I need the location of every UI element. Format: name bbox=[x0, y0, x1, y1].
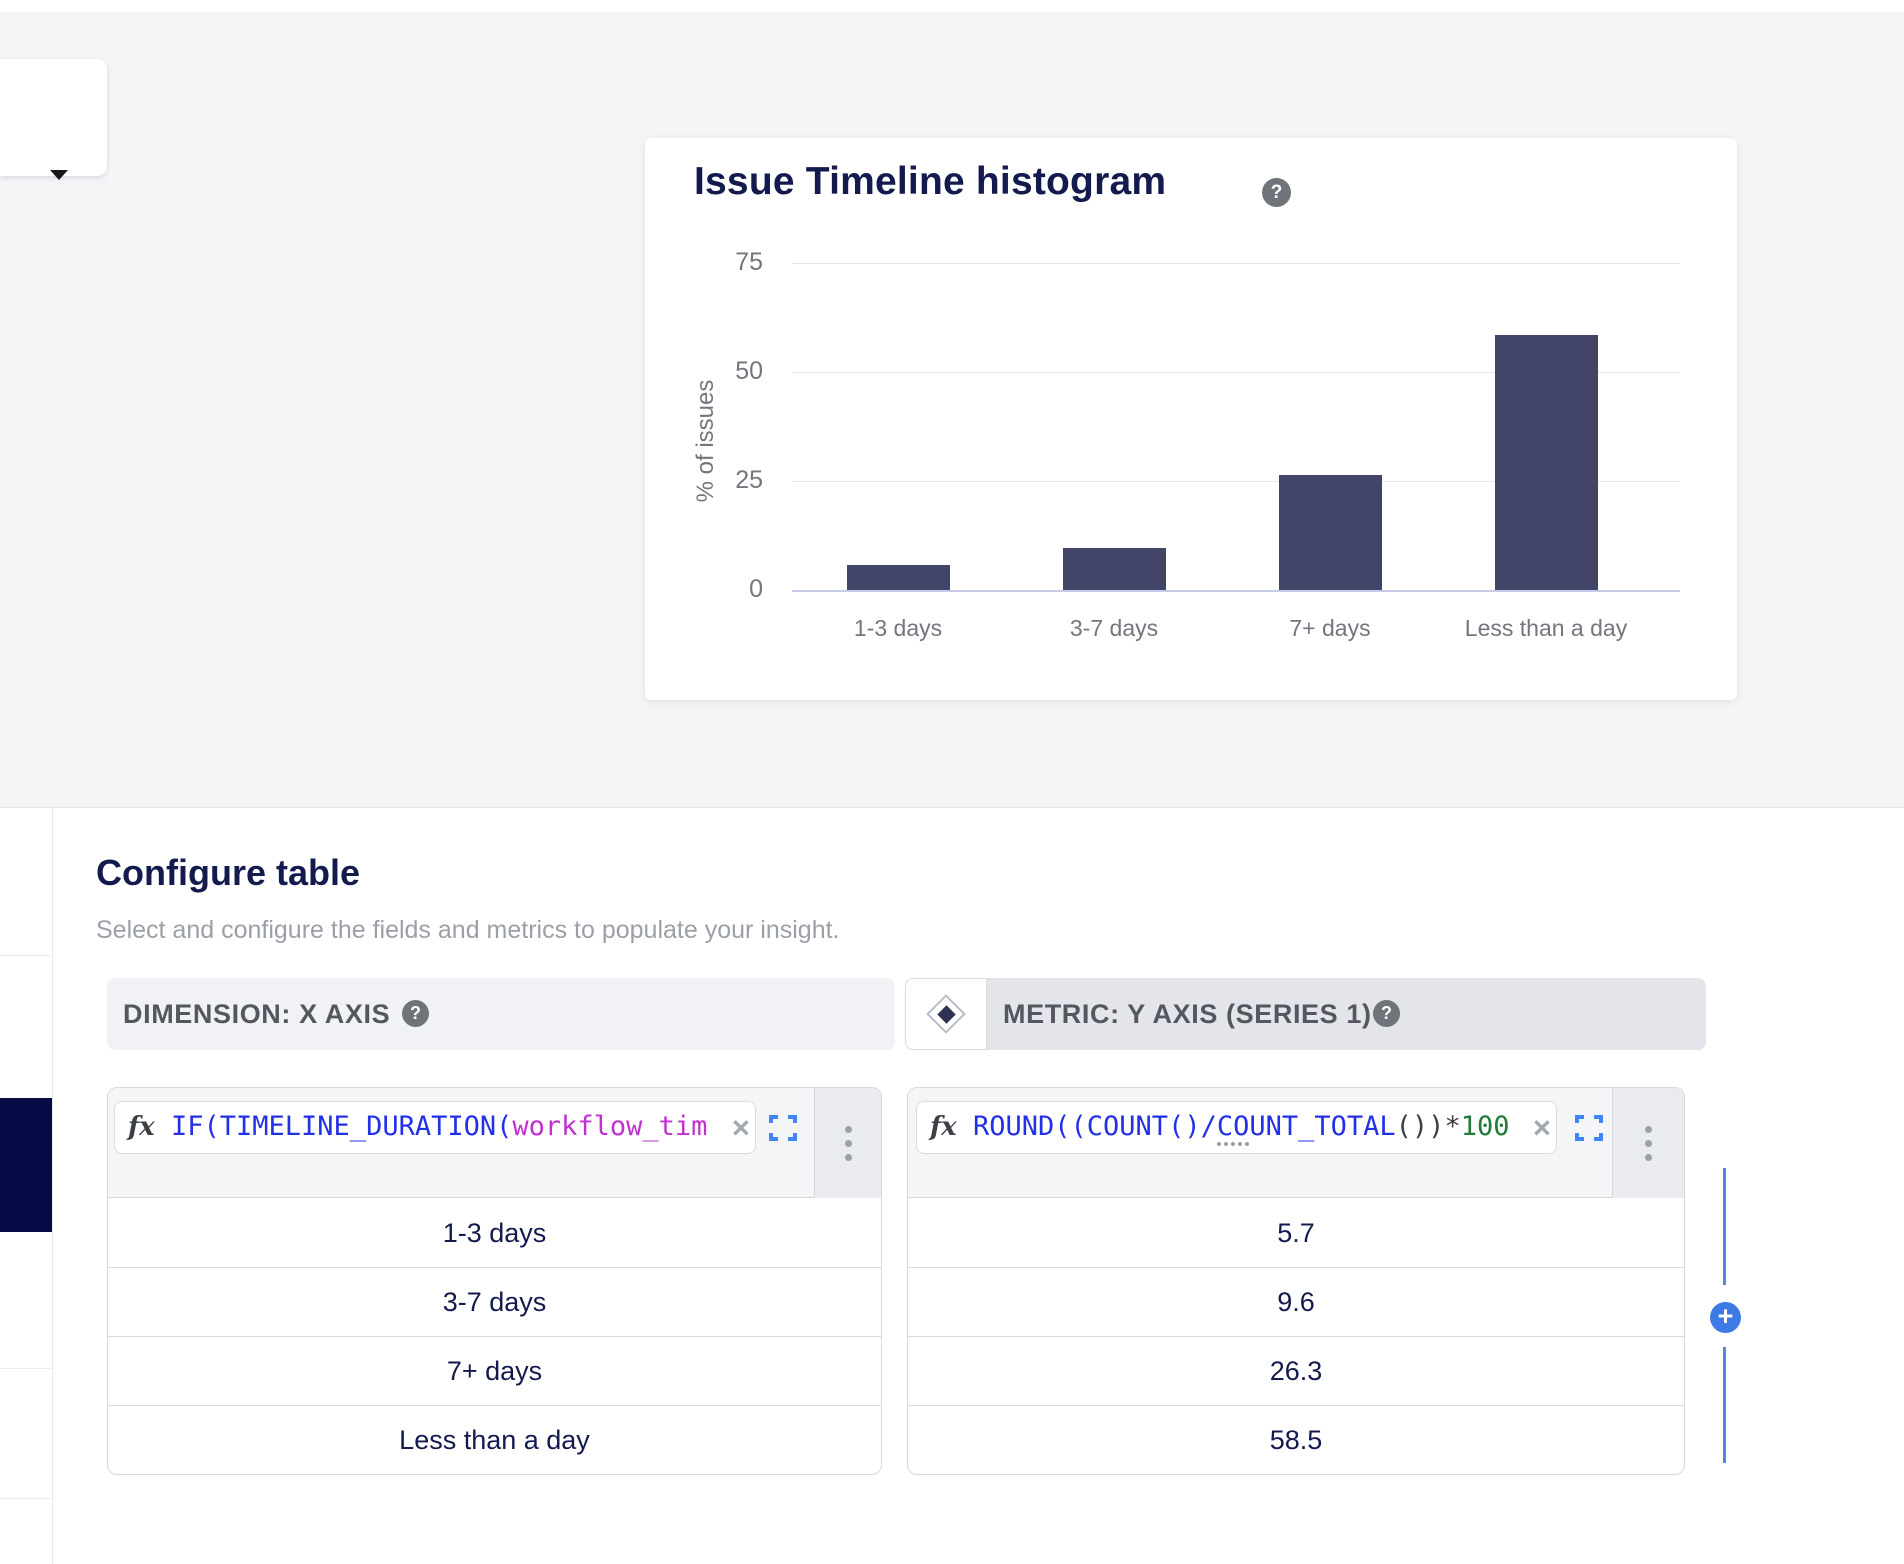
gutter-row-divider bbox=[0, 1498, 52, 1499]
chart-card: Issue Timeline histogram ? % of issues 0… bbox=[645, 138, 1737, 700]
formula-token: * bbox=[1444, 1111, 1461, 1142]
dimension-formula-zone: fx IF(TIMELINE_DURATION(workflow_tim × bbox=[108, 1088, 881, 1198]
dimension-menu-button[interactable] bbox=[814, 1088, 881, 1198]
metric-column: fx ROUND((COUNT()/COUNT_TOTAL())*100 × 5… bbox=[907, 1087, 1685, 1475]
dimension-header-label: DIMENSION: X AXIS bbox=[123, 999, 391, 1029]
table-row: 5.7 bbox=[908, 1199, 1684, 1268]
gridline bbox=[792, 263, 1680, 264]
collapsed-panel-toggle[interactable] bbox=[0, 59, 107, 180]
kebab-menu-icon bbox=[844, 1140, 852, 1147]
table-row: 1-3 days bbox=[108, 1199, 881, 1268]
kebab-menu-icon bbox=[1645, 1154, 1652, 1161]
metric-formula-zone: fx ROUND((COUNT()/COUNT_TOTAL())*100 × bbox=[908, 1088, 1684, 1198]
page-title: Configure table bbox=[96, 852, 361, 893]
dimension-column: fx IF(TIMELINE_DURATION(workflow_tim × 1… bbox=[107, 1087, 882, 1475]
sidebar-active-item[interactable] bbox=[0, 1098, 52, 1232]
dimension-rows: 1-3 days 3-7 days 7+ days Less than a day bbox=[108, 1199, 881, 1474]
table-row: 26.3 bbox=[908, 1337, 1684, 1406]
help-icon[interactable]: ? bbox=[1373, 1000, 1400, 1027]
expand-formula-icon[interactable] bbox=[1575, 1114, 1603, 1142]
metric-rows: 5.7 9.6 26.3 58.5 bbox=[908, 1199, 1684, 1474]
page-subtitle: Select and configure the fields and metr… bbox=[96, 916, 840, 944]
chevron-down-icon[interactable] bbox=[50, 170, 68, 180]
section-divider bbox=[0, 807, 1904, 808]
x-tick-label: 7+ days bbox=[1289, 615, 1371, 641]
bar bbox=[1062, 548, 1166, 590]
y-tick-label: 75 bbox=[735, 248, 763, 276]
dimension-header: DIMENSION: X AXIS ? bbox=[107, 978, 895, 1050]
bar bbox=[1494, 335, 1598, 590]
dimension-formula-text: IF(TIMELINE_DURATION(workflow_tim bbox=[171, 1111, 707, 1142]
table-row: 9.6 bbox=[908, 1268, 1684, 1337]
bar bbox=[1278, 475, 1382, 590]
metric-header-label: METRIC: Y AXIS (SERIES 1) bbox=[1003, 999, 1372, 1029]
x-axis-line bbox=[792, 590, 1680, 592]
series-drag-handle[interactable] bbox=[905, 978, 987, 1050]
metric-header: METRIC: Y AXIS (SERIES 1) ? bbox=[987, 978, 1706, 1050]
x-tick-label: 1-3 days bbox=[853, 615, 943, 641]
formula-token: ROUND((COUNT()/ bbox=[973, 1111, 1217, 1142]
formula-token: IF(TIMELINE_DURATION( bbox=[171, 1111, 513, 1142]
gutter-row-divider bbox=[0, 1368, 52, 1369]
y-tick-label: 50 bbox=[735, 357, 763, 385]
bar-chart: % of issues 0 25 50 75 1-3 days 3-7 days 7+ da… bbox=[645, 138, 1737, 700]
table-row: 58.5 bbox=[1269, 1425, 1323, 1455]
y-tick-label: 25 bbox=[735, 466, 763, 494]
kebab-menu-icon bbox=[1645, 1140, 1652, 1147]
gutter-row-divider bbox=[0, 955, 52, 956]
y-tick-label: 0 bbox=[749, 575, 763, 603]
x-tick-label: 3-7 days bbox=[1069, 615, 1159, 641]
bar bbox=[846, 565, 950, 590]
add-series-guide-line bbox=[1723, 1347, 1726, 1463]
add-series-guide-line bbox=[1723, 1168, 1726, 1285]
kebab-menu-icon bbox=[844, 1126, 852, 1133]
metric-formula-text: ROUND((COUNT()/COUNT_TOTAL())*100 bbox=[973, 1111, 1510, 1146]
chart-title: Issue Timeline histogram bbox=[694, 160, 1167, 203]
metric-menu-button[interactable] bbox=[1612, 1088, 1684, 1198]
expand-formula-icon[interactable] bbox=[769, 1114, 797, 1142]
x-tick-label: Less than a day bbox=[1464, 615, 1628, 641]
formula-token: CO bbox=[1216, 1111, 1250, 1146]
table-row: 7+ days bbox=[108, 1337, 881, 1406]
dimension-formula-input[interactable]: fx IF(TIMELINE_DURATION(workflow_tim × bbox=[114, 1101, 756, 1154]
gridline bbox=[792, 372, 1680, 373]
help-icon[interactable]: ? bbox=[1262, 178, 1291, 207]
kebab-menu-icon bbox=[844, 1154, 852, 1161]
formula-token: 100 bbox=[1460, 1111, 1510, 1142]
clear-formula-icon[interactable]: × bbox=[729, 1110, 750, 1146]
left-gutter-divider bbox=[52, 808, 53, 1564]
formula-token: workflow_tim bbox=[512, 1111, 708, 1142]
help-icon[interactable]: ? bbox=[402, 1000, 429, 1027]
formula-token: UNT_TOTAL bbox=[1249, 1111, 1396, 1142]
kebab-menu-icon bbox=[1645, 1126, 1652, 1133]
formula-token: ()) bbox=[1395, 1111, 1445, 1142]
gridline bbox=[792, 481, 1680, 482]
table-row: 3-7 days bbox=[108, 1268, 881, 1337]
fx-icon: fx bbox=[128, 1112, 155, 1142]
metric-formula-input[interactable]: fx ROUND((COUNT()/COUNT_TOTAL())*100 × bbox=[916, 1101, 1557, 1154]
fx-icon: fx bbox=[930, 1112, 957, 1142]
table-row: Less than a day bbox=[399, 1425, 590, 1455]
clear-formula-icon[interactable]: × bbox=[1530, 1110, 1551, 1146]
add-series-button[interactable]: + bbox=[1710, 1302, 1741, 1333]
